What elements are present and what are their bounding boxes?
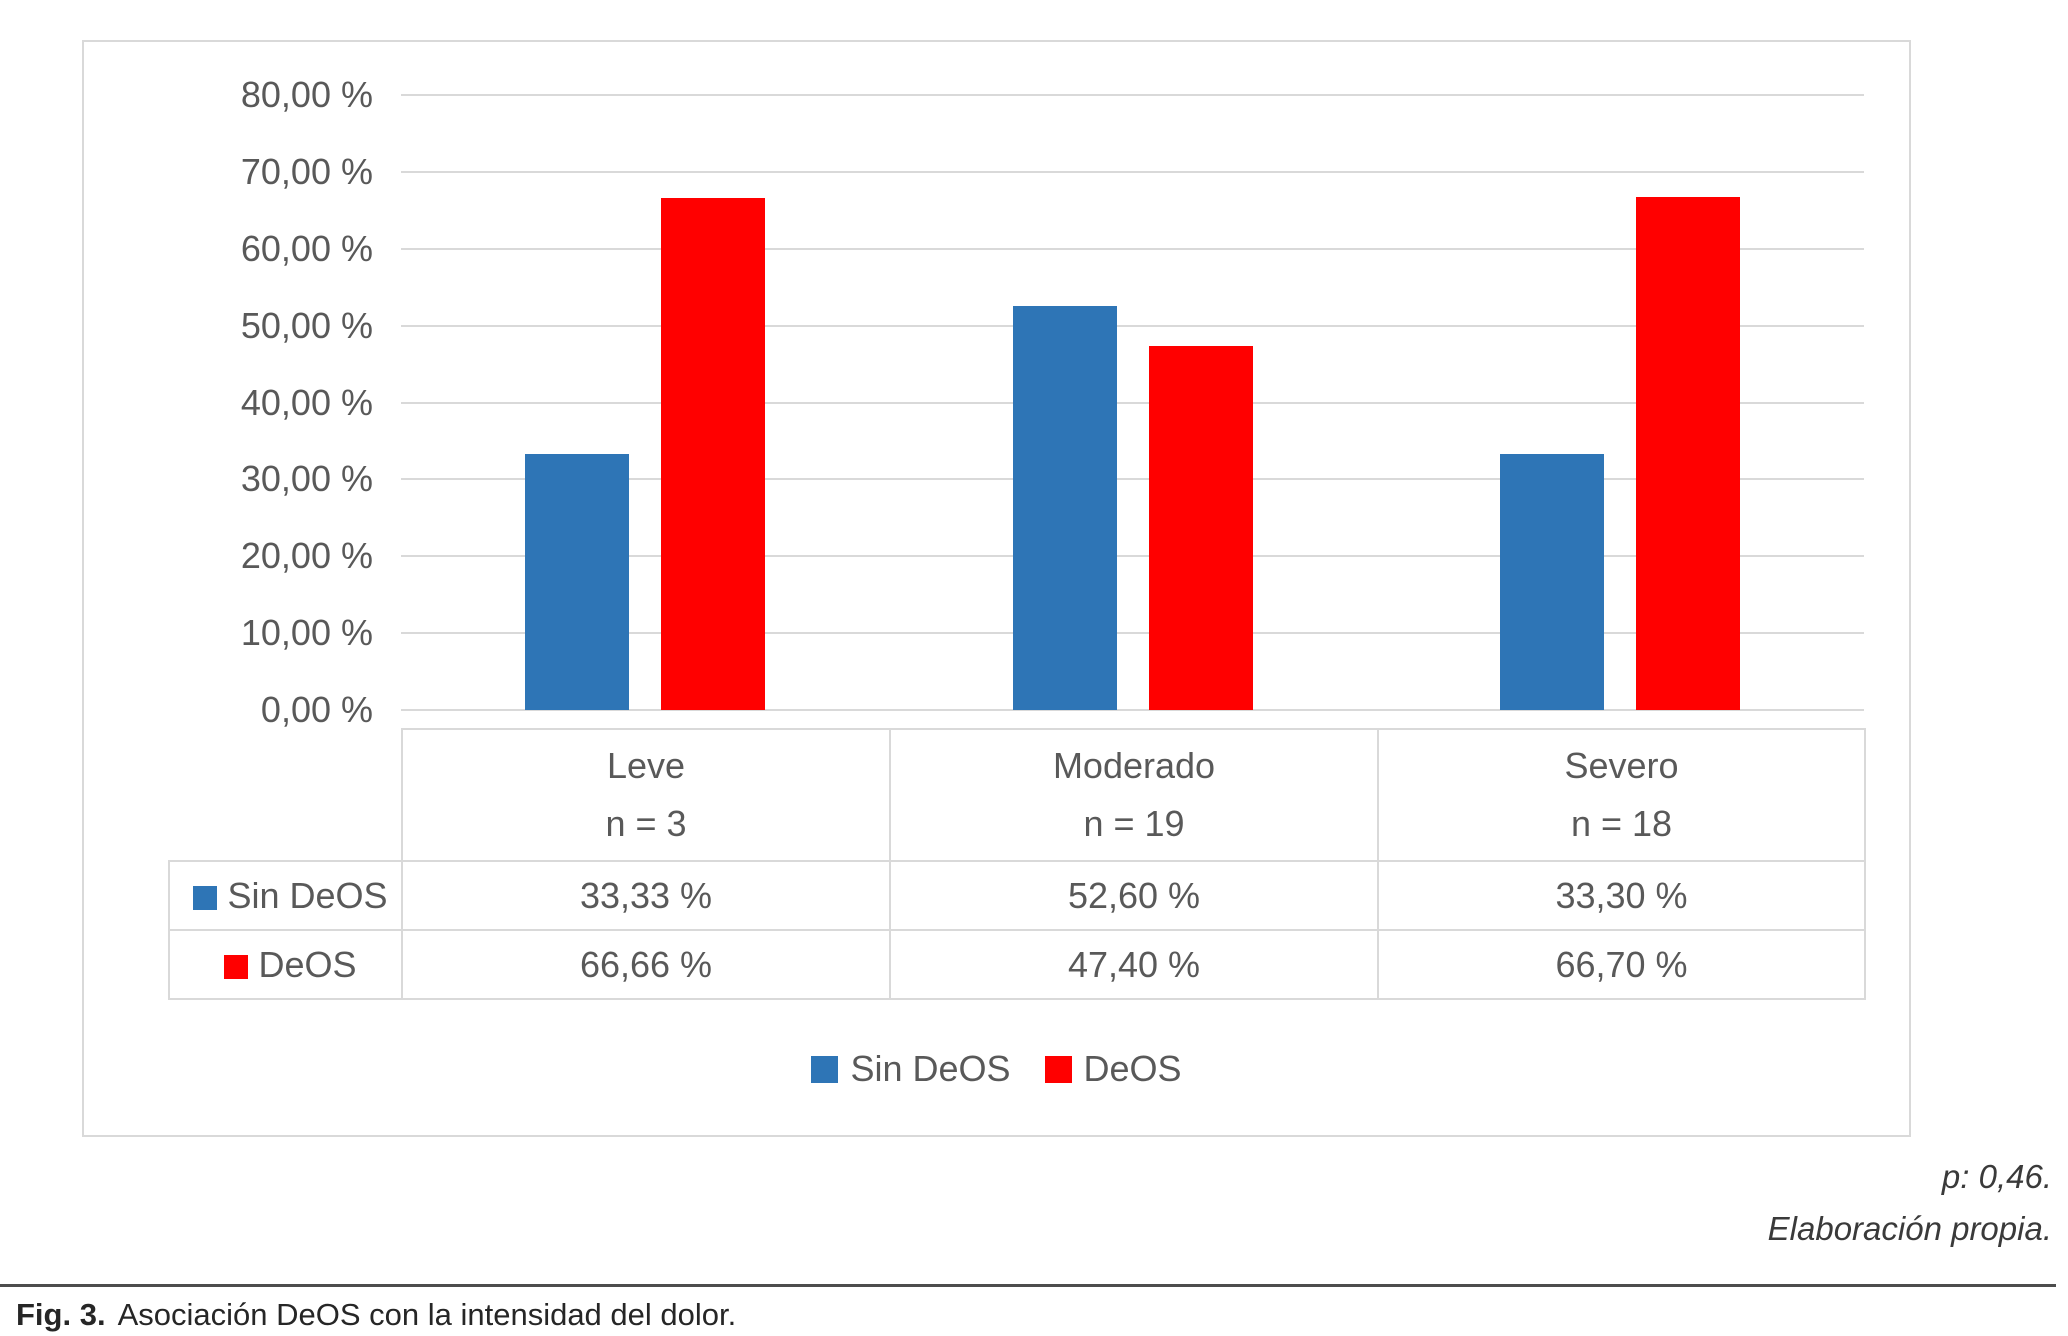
legend-item-sin-deos: Sin DeOS [811, 1048, 1011, 1090]
gridline [401, 94, 1864, 96]
figure-caption: Fig. 3. Asociación DeOS con la intensidad… [16, 1297, 736, 1333]
row-header-sin-deos: Sin DeOS [168, 860, 403, 931]
sin-deos-legend-swatch-icon [811, 1055, 839, 1083]
figure-box: 0,00 % 10,00 % 20,00 % 30,00 % 40,00 % 50,00 … [82, 40, 1911, 1137]
category-n-count: n = 3 [605, 803, 687, 844]
value-sin-deos-moderado: 52,60 % [889, 860, 1379, 931]
bar-deos-leve [660, 197, 765, 710]
value-deos-leve: 66,66 % [401, 929, 891, 1000]
source-note: Elaboración propia. [1767, 1210, 2052, 1247]
y-axis-tick-label: 70,00 % [240, 150, 373, 192]
bar-sin-deos-moderado [1012, 305, 1117, 710]
category-header-moderado: Moderado n = 19 [889, 728, 1379, 862]
y-axis-tick-label: 80,00 % [240, 74, 373, 115]
value-sin-deos-severo: 33,30 % [1377, 860, 1866, 931]
y-axis-tick-label: 10,00 % [240, 612, 373, 654]
row-header-deos: DeOS [168, 929, 403, 1000]
legend-label: Sin DeOS [850, 1048, 1011, 1089]
y-axis-tick-label: 60,00 % [240, 227, 373, 269]
table-corner-cell [169, 729, 403, 862]
sin-deos-swatch-icon [193, 885, 218, 910]
category-name: Severo [1564, 745, 1679, 786]
figure-label: Fig. 3. [16, 1297, 106, 1332]
legend: Sin DeOS DeOS [84, 1048, 1909, 1090]
gridline [401, 170, 1864, 173]
table-row-sin-deos: Sin DeOS 33,33 % 52,60 % 33,30 % [168, 860, 1866, 931]
gridline [401, 632, 1864, 635]
gridline [401, 324, 1864, 327]
gridline [401, 555, 1864, 558]
plot-area: 0,00 % 10,00 % 20,00 % 30,00 % 40,00 % 50,00 … [84, 42, 1909, 1135]
y-axis-tick-label: 0,00 % [260, 689, 373, 730]
deos-swatch-icon [224, 954, 249, 979]
legend-label: DeOS [1083, 1048, 1182, 1089]
gridline [401, 401, 1864, 404]
value-deos-severo: 66,70 % [1377, 929, 1866, 1000]
value-deos-moderado: 47,40 % [889, 929, 1379, 1000]
value-sin-deos-leve: 33,33 % [401, 860, 891, 931]
deos-legend-swatch-icon [1044, 1055, 1072, 1083]
y-axis-tick-label: 20,00 % [240, 535, 373, 577]
table-header-row: Leve n = 3 Moderado n = 19 Severo n = 18 [169, 728, 1866, 862]
category-n-count: n = 19 [1083, 803, 1185, 844]
caption-rule [0, 1284, 2056, 1287]
bar-sin-deos-leve [524, 453, 629, 710]
bar-deos-severo [1636, 197, 1741, 710]
category-name: Leve [606, 745, 686, 786]
y-axis-tick-label: 40,00 % [240, 381, 373, 423]
table-row-deos: DeOS 66,66 % 47,40 % 66,70 % [168, 929, 1866, 1000]
gridline [401, 709, 1864, 711]
caption-text: Asociación DeOS con la intensidad del do… [117, 1297, 737, 1332]
series-name: Sin DeOS [227, 874, 388, 916]
category-header-leve: Leve n = 3 [401, 728, 891, 862]
series-name: DeOS [258, 943, 357, 985]
y-axis-tick-label: 50,00 % [240, 304, 373, 346]
y-axis-tick-label: 30,00 % [240, 458, 373, 500]
category-name: Moderado [1052, 745, 1216, 786]
p-value-note: p: 0,46. [1941, 1158, 2052, 1195]
category-header-severo: Severo n = 18 [1377, 728, 1866, 862]
bar-sin-deos-severo [1500, 454, 1605, 710]
gridline [401, 478, 1864, 481]
data-table: Leve n = 3 Moderado n = 19 Severo n = 18… [168, 728, 1866, 1000]
gridline [401, 247, 1864, 250]
bar-deos-moderado [1148, 345, 1253, 710]
category-n-count: n = 18 [1570, 803, 1673, 844]
legend-item-deos: DeOS [1044, 1048, 1182, 1090]
